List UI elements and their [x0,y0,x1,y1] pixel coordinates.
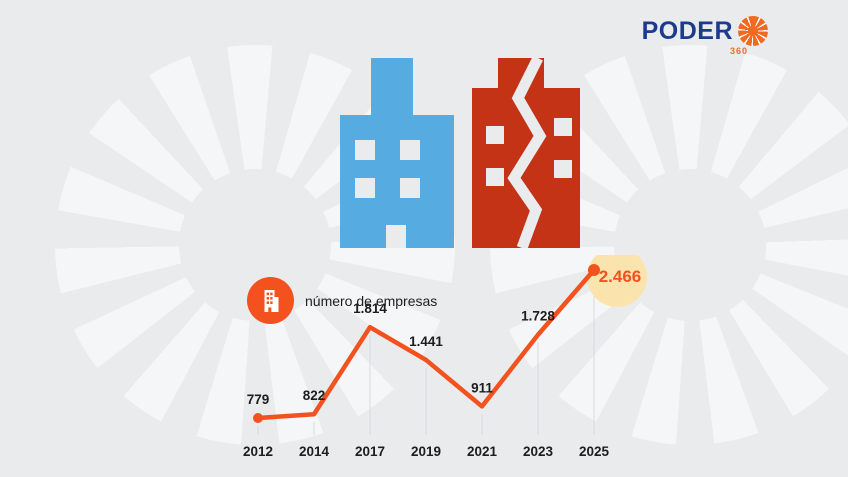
building-legend-icon [247,277,294,324]
chart-point-first [253,413,263,423]
x-tick-label: 2021 [467,444,498,459]
crack-icon [507,58,547,248]
x-tick-label: 2019 [411,444,441,459]
x-tick-label: 2012 [243,444,273,459]
line-chart: 779 822 1.814 1.441 911 1.728 2.466 2012 2014 201… [243,255,647,459]
legend-label: número de empresas [305,292,438,309]
highlight-value-label: 2.466 [599,267,642,286]
broken-building-icon [472,58,580,248]
blue-building-icon [340,58,454,248]
poder360-logo: PODER 360 [641,16,768,56]
x-tick-label: 2017 [355,444,385,459]
value-label: 822 [303,388,326,403]
logo-sun-icon [738,16,768,46]
x-tick-label: 2025 [579,444,610,459]
value-label: 779 [247,392,270,407]
value-label: 1.441 [409,334,443,349]
chart-line [255,267,597,421]
chart-legend: número de empresas [247,277,437,324]
chart-point-last [588,264,600,276]
buildings-illustration [340,58,580,248]
x-tick-label: 2023 [523,444,554,459]
logo-wordmark: PODER [641,17,733,45]
value-label: 911 [471,380,493,395]
highlight-circle [587,255,647,307]
building-glyph-icon [264,289,278,312]
x-tick-label: 2014 [299,444,330,459]
value-label: 1.728 [521,309,555,324]
logo-360-label: 360 [729,46,748,56]
value-label: 1.814 [353,301,387,316]
